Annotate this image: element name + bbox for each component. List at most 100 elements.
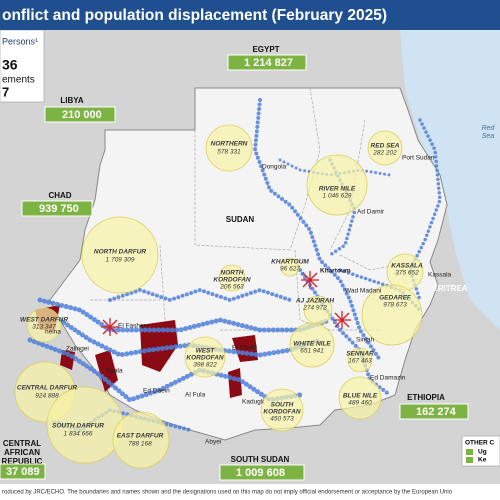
country-name: LIBYA <box>60 96 83 105</box>
city: Port Sudan <box>402 155 435 162</box>
country-value: 1 009 608 <box>236 467 285 479</box>
value-box <box>0 463 46 480</box>
country-name: CHAD <box>48 191 71 200</box>
country-box: SOUTH SUDAN 1 009 608 <box>219 455 305 481</box>
legend-title: OTHER C <box>465 440 495 447</box>
city: Dongola <box>262 164 287 171</box>
sea-name: Sea <box>482 133 495 140</box>
state-name: NORTHERN <box>211 141 248 148</box>
state-name: KHARTOUM <box>271 259 309 266</box>
city: El Obeid <box>232 345 257 352</box>
country-name: AFRICAN <box>4 448 40 457</box>
country-box: CHAD 939 750 <box>21 191 93 217</box>
red-sea <box>400 30 500 330</box>
state-value: 924 888 <box>35 393 59 400</box>
state-name: NORTH DARFUR <box>94 249 147 256</box>
country-name: CENTRAL <box>3 439 41 448</box>
state-value: 274 972 <box>302 305 327 312</box>
country-value: 1 214 827 <box>244 57 293 69</box>
state-value: 313 347 <box>32 324 56 331</box>
state-name: NORTH <box>221 270 244 277</box>
city: Ed Daein <box>143 388 170 395</box>
footer-bar <box>0 484 500 500</box>
state-value: 375 652 <box>395 270 419 277</box>
city: neina <box>45 329 61 336</box>
state-value: 206 563 <box>219 284 244 291</box>
state-name: WEST <box>196 348 216 355</box>
sea-name: Red <box>482 125 496 132</box>
state-name: SOUTH DARFUR <box>52 423 104 430</box>
state-value: 651 941 <box>300 348 324 355</box>
country-box: ETHIOPIA 162 274 <box>399 393 469 420</box>
panel-text: Persons¹ <box>2 36 38 46</box>
state-value: 282 202 <box>372 150 397 157</box>
state-value: 788 168 <box>128 441 152 448</box>
state-name: WEST DARFUR <box>20 317 68 324</box>
country-value: 162 274 <box>416 406 457 418</box>
state-name: KORDOFAN <box>263 409 301 416</box>
city: El Fasher <box>118 323 147 330</box>
state-value: 578 331 <box>217 149 241 156</box>
bubbles <box>14 124 424 469</box>
state-labels: NORTHERN 578 331 RED SEA 282 202 RIVER N… <box>17 141 423 448</box>
state-name: WHITE NILE <box>293 341 331 348</box>
state-name: CENTRAL DARFUR <box>17 385 77 392</box>
country-value: 210 000 <box>62 109 102 121</box>
legend-swatch <box>466 449 473 455</box>
city: Zalingei <box>66 346 89 353</box>
country-name: SOUTH SUDAN <box>231 455 290 464</box>
state-name: RIVER NILE <box>319 186 356 193</box>
country-name: ERITREA <box>432 284 467 293</box>
city: Sinjah <box>356 337 374 344</box>
state-value: 978 673 <box>383 302 407 309</box>
state-value: 1 709 309 <box>106 257 135 264</box>
state-name: SOUTH <box>271 402 294 409</box>
country-name: SUDAN <box>226 215 255 224</box>
legend-item: Ug <box>478 449 487 456</box>
conflict-markers <box>101 271 351 336</box>
title-bar <box>0 0 500 30</box>
state-name: KORDOFAN <box>186 355 224 362</box>
city: Ad Damir <box>357 209 385 216</box>
state-value: 167 463 <box>348 358 372 365</box>
city: Wad Madani <box>345 288 381 295</box>
state-value: 398 822 <box>193 362 217 369</box>
state-value: 450 573 <box>270 416 294 423</box>
country-box: LIBYA 210 000 <box>44 96 116 123</box>
value-box <box>219 464 305 481</box>
legend-swatch <box>466 457 473 463</box>
panel-text: 36 <box>2 57 18 73</box>
state-value: 489 460 <box>348 400 372 407</box>
city: Abyei <box>205 439 221 446</box>
panel-text: 7 <box>2 84 9 99</box>
city: Kassala <box>428 272 452 279</box>
footer: roduced by JRC/ECHO. The boundaries and … <box>2 490 453 496</box>
state-value: 96 627 <box>280 266 300 273</box>
country-value: 37 089 <box>6 466 40 478</box>
state-value: 1 046 629 <box>323 193 352 200</box>
value-box <box>44 106 116 123</box>
state-name: SENNAR <box>346 351 374 358</box>
panel-text: ements <box>2 75 35 86</box>
value-box <box>399 403 469 420</box>
city: Khartoum <box>320 268 351 275</box>
state-name: RED SEA <box>371 143 400 150</box>
title: onflict and population displacement (Feb… <box>2 7 387 24</box>
country-box: EGYPT 1 214 827 <box>227 45 307 71</box>
city: Kadugli <box>242 399 264 406</box>
state-name: GEDAREF <box>379 295 412 302</box>
state-name: KORDOFAN <box>213 277 251 284</box>
state-name: EAST DARFUR <box>117 433 164 440</box>
state-value: 1 834 666 <box>64 431 93 438</box>
city: Ed Damazin <box>370 375 406 382</box>
value-box <box>227 54 307 71</box>
country-name: REPUBLIC <box>2 457 43 466</box>
country-name: ETHIOPIA <box>407 393 445 402</box>
state-name: AJ JAZIRAH <box>295 298 335 305</box>
country-box: CENTRAL AFRICAN REPUBLIC 37 089 <box>0 439 46 480</box>
country-value: 939 750 <box>39 203 79 215</box>
city: Nyala <box>106 368 123 375</box>
city: Al Fula <box>185 392 206 399</box>
city-labels: Dongola Port Sudan Ad Damir Khartoum Kas… <box>45 155 452 446</box>
